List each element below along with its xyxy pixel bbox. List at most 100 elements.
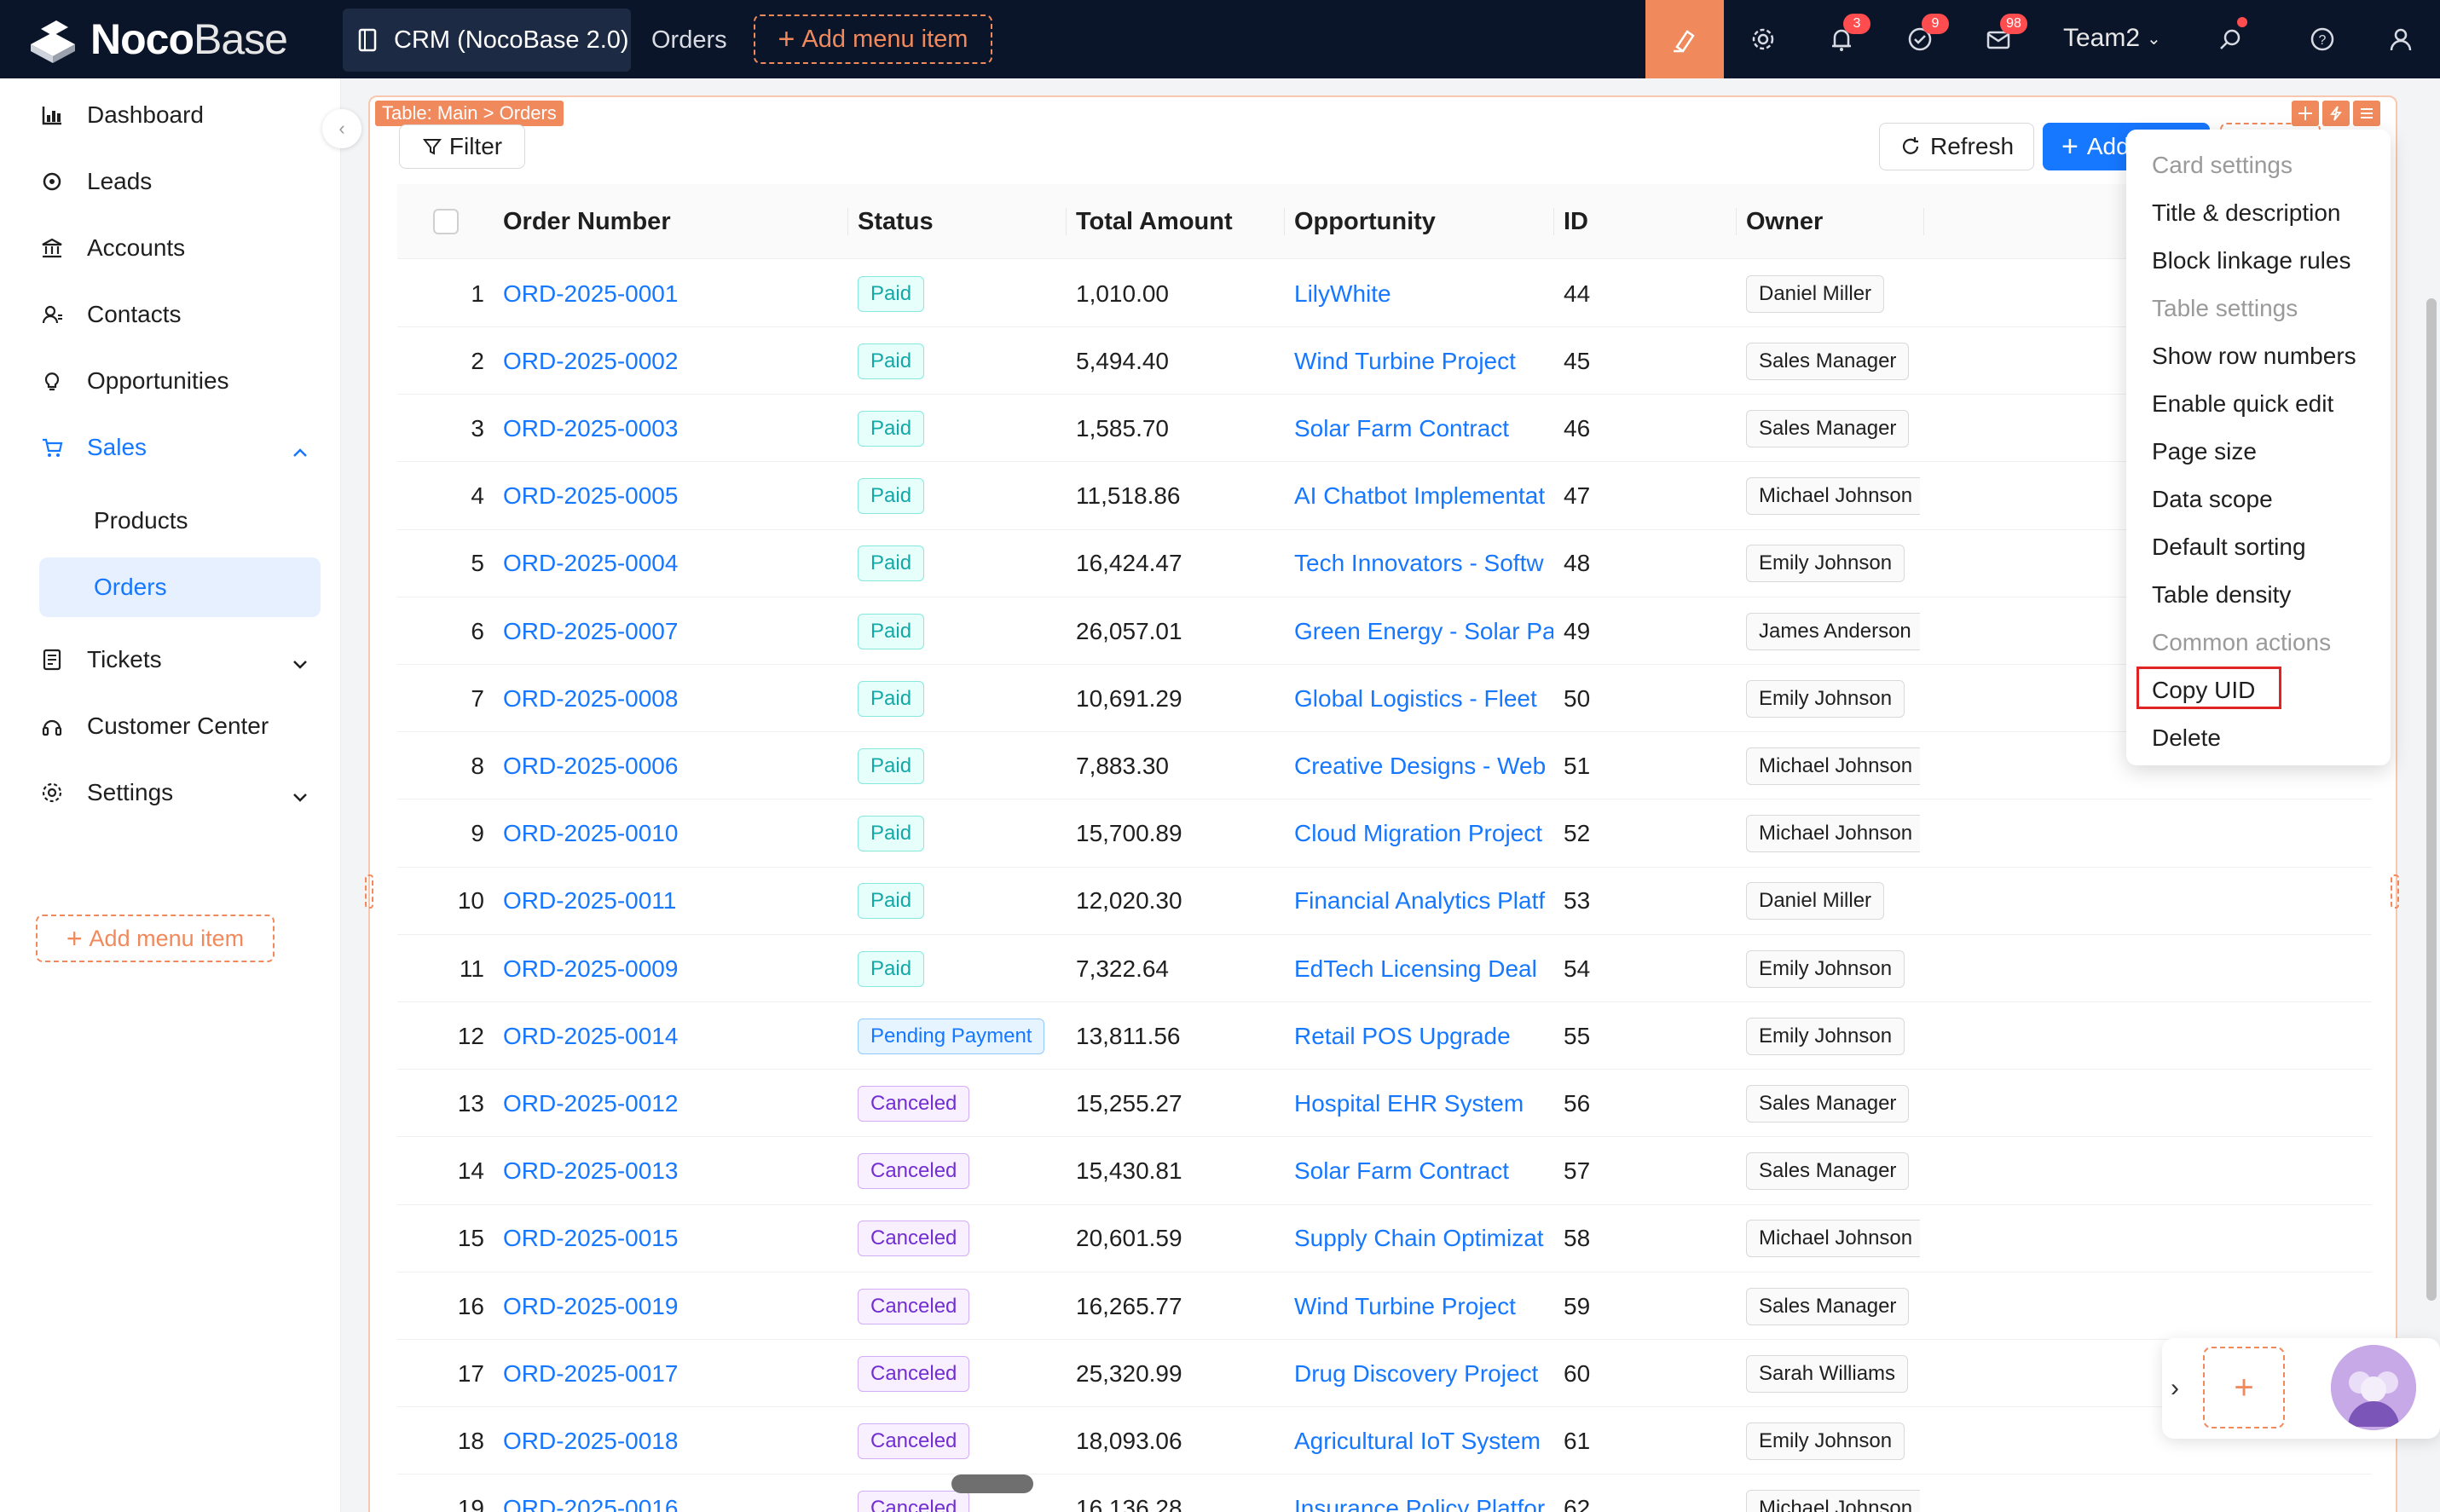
order-number-link[interactable]: ORD-2025-0008 — [503, 684, 679, 712]
menu-item-table-density[interactable]: Table density — [2152, 581, 2292, 608]
order-number-link[interactable]: ORD-2025-0005 — [503, 482, 679, 510]
opportunity-link[interactable]: Financial Analytics Platf — [1294, 887, 1546, 915]
order-number-link[interactable]: ORD-2025-0015 — [503, 1225, 679, 1252]
order-number-link[interactable]: ORD-2025-0003 — [503, 414, 679, 441]
vertical-scrollbar[interactable] — [2426, 298, 2437, 1301]
sidebar-item-settings[interactable]: Settings — [39, 765, 321, 820]
owner-tag[interactable]: Sales Manager — [1746, 342, 1910, 380]
menu-item-default-sorting[interactable]: Default sorting — [2152, 534, 2306, 560]
order-number-link[interactable]: ORD-2025-0016 — [503, 1495, 679, 1512]
owner-tag[interactable]: Emily Johnson — [1746, 1422, 1905, 1460]
table-row[interactable]: 13 ORD-2025-0012 Canceled 15,255.27 Hospital… — [397, 1070, 2372, 1138]
ui-editor-toggle-button[interactable] — [1645, 0, 1724, 78]
menu-item-copy-uid[interactable]: Copy UID — [2152, 677, 2256, 703]
owner-tag[interactable]: Sales Manager — [1746, 1084, 1910, 1122]
opportunity-link[interactable]: Insurance Policy Platfor — [1294, 1495, 1546, 1512]
table-row[interactable]: 17 ORD-2025-0017 Canceled 25,320.99 Drug Dis… — [397, 1340, 2372, 1408]
owner-tag[interactable]: James Anderson — [1746, 612, 1920, 650]
opportunity-link[interactable]: Creative Designs - Web — [1294, 752, 1547, 779]
menu-item-delete[interactable]: Delete — [2152, 724, 2221, 751]
column-header-order-number[interactable]: Order Number — [503, 207, 671, 235]
user-menu-button[interactable] — [2384, 22, 2418, 56]
table-row[interactable]: 9 ORD-2025-0010 Paid 15,700.89 Cloud Migrati… — [397, 800, 2372, 868]
owner-tag[interactable]: Daniel Miller — [1746, 274, 1885, 313]
opportunity-link[interactable]: Green Energy - Solar Pa — [1294, 617, 1553, 644]
table-row[interactable]: 5 ORD-2025-0004 Paid 16,424.47 Tech Innovato… — [397, 530, 2372, 597]
opportunity-link[interactable]: AI Chatbot Implementat — [1294, 482, 1546, 510]
app-logo[interactable]: NocoBase — [26, 12, 288, 66]
tasks-button[interactable]: 9 — [1903, 14, 1949, 56]
resize-handle-left[interactable] — [365, 874, 373, 909]
menu-lines-icon[interactable] — [2353, 101, 2380, 126]
menu-item-enable-quick-edit[interactable]: Enable quick edit — [2152, 390, 2334, 417]
opportunity-link[interactable]: Solar Farm Contract — [1294, 414, 1510, 441]
opportunity-link[interactable]: Wind Turbine Project — [1294, 347, 1516, 374]
table-row[interactable]: 10 ORD-2025-0011 Paid 12,020.30 Financial An… — [397, 868, 2372, 935]
opportunity-link[interactable]: Global Logistics - Fleet — [1294, 684, 1537, 712]
opportunity-link[interactable]: LilyWhite — [1294, 280, 1391, 307]
table-row[interactable]: 18 ORD-2025-0018 Canceled 18,093.06 Agricult… — [397, 1407, 2372, 1475]
order-number-link[interactable]: ORD-2025-0019 — [503, 1292, 679, 1319]
owner-tag[interactable]: Sarah Williams — [1746, 1354, 1909, 1393]
order-number-link[interactable]: ORD-2025-0012 — [503, 1089, 679, 1117]
order-number-link[interactable]: ORD-2025-0018 — [503, 1427, 679, 1454]
opportunity-link[interactable]: Cloud Migration Project — [1294, 820, 1543, 847]
team-switcher[interactable]: Team2 ⌄ — [2063, 24, 2161, 53]
select-all-checkbox[interactable] — [433, 209, 459, 234]
table-row[interactable]: 14 ORD-2025-0013 Canceled 15,430.81 Solar Fa… — [397, 1138, 2372, 1205]
opportunity-link[interactable]: Solar Farm Contract — [1294, 1157, 1510, 1185]
opportunity-link[interactable]: Supply Chain Optimizat — [1294, 1225, 1544, 1252]
table-row[interactable]: 19 ORD-2025-0016 Canceled 16,136.28 Insuranc… — [397, 1475, 2372, 1512]
table-row[interactable]: 6 ORD-2025-0007 Paid 26,057.01 Green Energy … — [397, 597, 2372, 665]
owner-tag[interactable]: Michael Johnson — [1746, 747, 1920, 785]
mail-button[interactable]: 98 — [1981, 14, 2027, 56]
owner-tag[interactable]: Emily Johnson — [1746, 545, 1905, 583]
opportunity-link[interactable]: Tech Innovators - Softw — [1294, 550, 1544, 577]
search-button[interactable] — [2213, 17, 2247, 56]
order-number-link[interactable]: ORD-2025-0010 — [503, 820, 679, 847]
menu-item-page-size[interactable]: Page size — [2152, 438, 2257, 465]
opportunity-link[interactable]: Hospital EHR System — [1294, 1089, 1524, 1117]
order-number-link[interactable]: ORD-2025-0007 — [503, 617, 679, 644]
order-number-link[interactable]: ORD-2025-0002 — [503, 347, 679, 374]
owner-tag[interactable]: Emily Johnson — [1746, 949, 1905, 988]
horizontal-scrollbar[interactable] — [951, 1474, 1033, 1493]
table-row[interactable]: 8 ORD-2025-0006 Paid 7,883.30 Creative Desig… — [397, 732, 2372, 800]
order-number-link[interactable]: ORD-2025-0017 — [503, 1359, 679, 1387]
table-row[interactable]: 4 ORD-2025-0005 Paid 11,518.86 AI Chatbot Im… — [397, 463, 2372, 530]
order-number-link[interactable]: ORD-2025-0013 — [503, 1157, 679, 1185]
help-button[interactable]: ? — [2305, 22, 2339, 56]
table-row[interactable]: 3 ORD-2025-0003 Paid 1,585.70 Solar Farm Con… — [397, 395, 2372, 463]
sidebar-item-products[interactable]: Products — [39, 491, 321, 551]
sidebar-item-dashboard[interactable]: Dashboard — [39, 88, 321, 142]
collapse-sidebar-button[interactable]: ‹ — [322, 109, 361, 148]
column-header-status[interactable]: Status — [858, 207, 934, 235]
filter-button[interactable]: Filter — [399, 124, 525, 169]
table-row[interactable]: 16 ORD-2025-0019 Canceled 16,265.77 Wind Tur… — [397, 1273, 2372, 1340]
menu-item-title-description[interactable]: Title & description — [2152, 199, 2341, 226]
owner-tag[interactable]: Michael Johnson — [1746, 477, 1920, 516]
owner-tag[interactable]: Emily Johnson — [1746, 679, 1905, 718]
owner-tag[interactable]: Michael Johnson — [1746, 1220, 1920, 1258]
owner-tag[interactable]: Sales Manager — [1746, 409, 1910, 447]
table-row[interactable]: 7 ORD-2025-0008 Paid 10,691.29 Global Logist… — [397, 665, 2372, 733]
refresh-button[interactable]: Refresh — [1879, 123, 2034, 170]
top-add-menu-item-button[interactable]: + Add menu item — [754, 14, 992, 64]
menu-item-block-linkage-rules[interactable]: Block linkage rules — [2152, 247, 2351, 274]
resize-handle-right[interactable] — [2391, 874, 2399, 909]
sidebar-item-accounts[interactable]: Accounts — [39, 221, 321, 275]
settings-gear-button[interactable] — [1746, 22, 1780, 56]
notifications-button[interactable]: 3 — [1824, 14, 1870, 56]
table-row[interactable]: 12 ORD-2025-0014 Pending Payment 13,811.56 R… — [397, 1002, 2372, 1071]
owner-tag[interactable]: Emily Johnson — [1746, 1017, 1905, 1055]
order-number-link[interactable]: ORD-2025-0011 — [503, 887, 677, 915]
owner-tag[interactable]: Sales Manager — [1746, 1152, 1910, 1191]
chevron-right-icon[interactable]: › — [2171, 1374, 2179, 1402]
flow-icon[interactable] — [2322, 101, 2350, 126]
ai-employee-avatar[interactable] — [2331, 1345, 2416, 1430]
table-row[interactable]: 2 ORD-2025-0002 Paid 5,494.40 Wind Turbine P… — [397, 327, 2372, 395]
opportunity-link[interactable]: Retail POS Upgrade — [1294, 1022, 1511, 1049]
opportunity-link[interactable]: Drug Discovery Project — [1294, 1359, 1539, 1387]
order-number-link[interactable]: ORD-2025-0009 — [503, 955, 679, 982]
drag-move-icon[interactable] — [2292, 101, 2319, 126]
